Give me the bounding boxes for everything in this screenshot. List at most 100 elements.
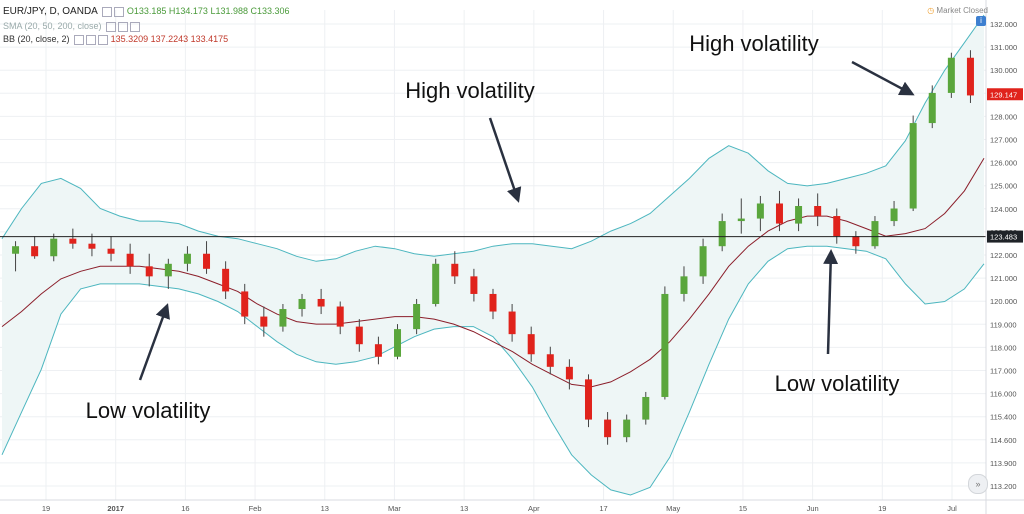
compare-icon[interactable] bbox=[114, 6, 125, 17]
candle-body bbox=[527, 334, 535, 355]
candle bbox=[222, 261, 230, 299]
gear-icon[interactable] bbox=[86, 34, 97, 45]
price-tick-label: 118.000 bbox=[990, 343, 1017, 352]
candle bbox=[642, 391, 650, 425]
time-tick-label: Apr bbox=[528, 504, 540, 513]
candle-body bbox=[508, 311, 516, 335]
candle-body bbox=[642, 396, 650, 420]
candle bbox=[355, 319, 363, 352]
bb-controls[interactable] bbox=[72, 34, 109, 45]
annotation-arrow bbox=[851, 60, 915, 96]
candle-body bbox=[355, 326, 363, 345]
annotation-label: High volatility bbox=[689, 31, 819, 56]
candle-body bbox=[50, 238, 58, 257]
info-icon[interactable]: i bbox=[976, 16, 986, 26]
time-tick-label: Jun bbox=[807, 504, 819, 513]
time-tick-label: 13 bbox=[321, 504, 329, 513]
time-tick-label: May bbox=[666, 504, 680, 513]
legend-controls[interactable] bbox=[100, 6, 125, 17]
candle bbox=[890, 200, 898, 227]
candle bbox=[183, 246, 191, 272]
gear-icon[interactable] bbox=[118, 21, 129, 32]
volatility-annotation: Low volatility bbox=[86, 303, 211, 423]
close-icon[interactable] bbox=[130, 21, 141, 32]
candle bbox=[756, 195, 764, 232]
candle-body bbox=[890, 208, 898, 222]
candle bbox=[260, 306, 268, 337]
scroll-to-latest-button[interactable]: » bbox=[968, 474, 988, 494]
candle-body bbox=[222, 268, 230, 292]
close-icon[interactable] bbox=[98, 34, 109, 45]
candle bbox=[928, 85, 936, 129]
candle-body bbox=[88, 243, 96, 249]
time-tick-label: 19 bbox=[878, 504, 886, 513]
candle-body bbox=[12, 246, 20, 254]
price-scale-bg bbox=[986, 0, 1024, 514]
price-tick-label: 120.000 bbox=[990, 297, 1017, 306]
price-tick-label: 127.000 bbox=[990, 136, 1017, 145]
settings-icon[interactable] bbox=[102, 6, 113, 17]
candle-body bbox=[31, 246, 39, 257]
price-tick-label: 131.000 bbox=[990, 43, 1017, 52]
candle-body bbox=[623, 419, 631, 438]
candle-body bbox=[374, 344, 382, 357]
candle bbox=[795, 198, 803, 232]
volatility-annotation: High volatility bbox=[405, 78, 535, 203]
time-tick-label: 2017 bbox=[107, 504, 124, 513]
eye-icon[interactable] bbox=[106, 21, 117, 32]
candle-body bbox=[183, 253, 191, 264]
candle-body bbox=[145, 266, 153, 277]
candle bbox=[298, 293, 306, 317]
time-tick-label: Feb bbox=[249, 504, 262, 513]
candle-body bbox=[432, 263, 440, 304]
candle bbox=[432, 258, 440, 307]
candle-body bbox=[336, 306, 344, 327]
candle bbox=[680, 266, 688, 302]
candle-body bbox=[69, 238, 77, 244]
volatility-annotation: Low volatility bbox=[775, 249, 899, 396]
annotation-arrow bbox=[823, 249, 839, 355]
candle-body bbox=[661, 293, 669, 397]
candle-body bbox=[928, 92, 936, 124]
sma-label: SMA (20, 50, 200, close) bbox=[3, 21, 102, 31]
candles bbox=[12, 50, 974, 445]
candle bbox=[527, 326, 535, 362]
candle-body bbox=[279, 309, 287, 327]
price-tick-label: 126.000 bbox=[990, 159, 1017, 168]
candle bbox=[661, 286, 669, 400]
current-price-tag bbox=[987, 88, 1023, 101]
candle bbox=[145, 253, 153, 287]
candle-body bbox=[699, 246, 707, 277]
candle-body bbox=[565, 366, 573, 380]
candle-body bbox=[413, 304, 421, 330]
time-axis: 19 2017 16 Feb 13 Mar 13 Apr 17 May 15 Jun 19 Jul bbox=[0, 499, 1024, 513]
annotation-label: High volatility bbox=[405, 78, 535, 103]
candle-body bbox=[317, 298, 325, 307]
candle bbox=[604, 412, 612, 445]
candle-body bbox=[852, 236, 860, 247]
price-tick-label: 115.400 bbox=[990, 413, 1017, 422]
candle-body bbox=[775, 203, 783, 224]
price-tick-label: 124.000 bbox=[990, 205, 1017, 214]
candle-body bbox=[814, 206, 822, 217]
candle bbox=[12, 241, 20, 272]
price-tick-label: 128.000 bbox=[990, 112, 1017, 121]
time-tick-label: Mar bbox=[388, 504, 401, 513]
candle-body bbox=[604, 419, 612, 438]
candle bbox=[775, 190, 783, 232]
annotation-label: Low volatility bbox=[86, 398, 211, 423]
candle-body bbox=[909, 123, 917, 209]
candle bbox=[317, 288, 325, 315]
candle bbox=[852, 231, 860, 254]
sma-controls[interactable] bbox=[104, 21, 141, 32]
candle bbox=[164, 258, 172, 289]
crosshair-price-tag bbox=[987, 230, 1023, 243]
candle bbox=[966, 50, 974, 103]
eye-icon[interactable] bbox=[74, 34, 85, 45]
candle bbox=[241, 283, 249, 325]
candle-body bbox=[260, 316, 268, 327]
candle-body bbox=[756, 203, 764, 219]
price-scale: 132.000131.000130.000129.000128.000127.0… bbox=[985, 0, 1024, 514]
